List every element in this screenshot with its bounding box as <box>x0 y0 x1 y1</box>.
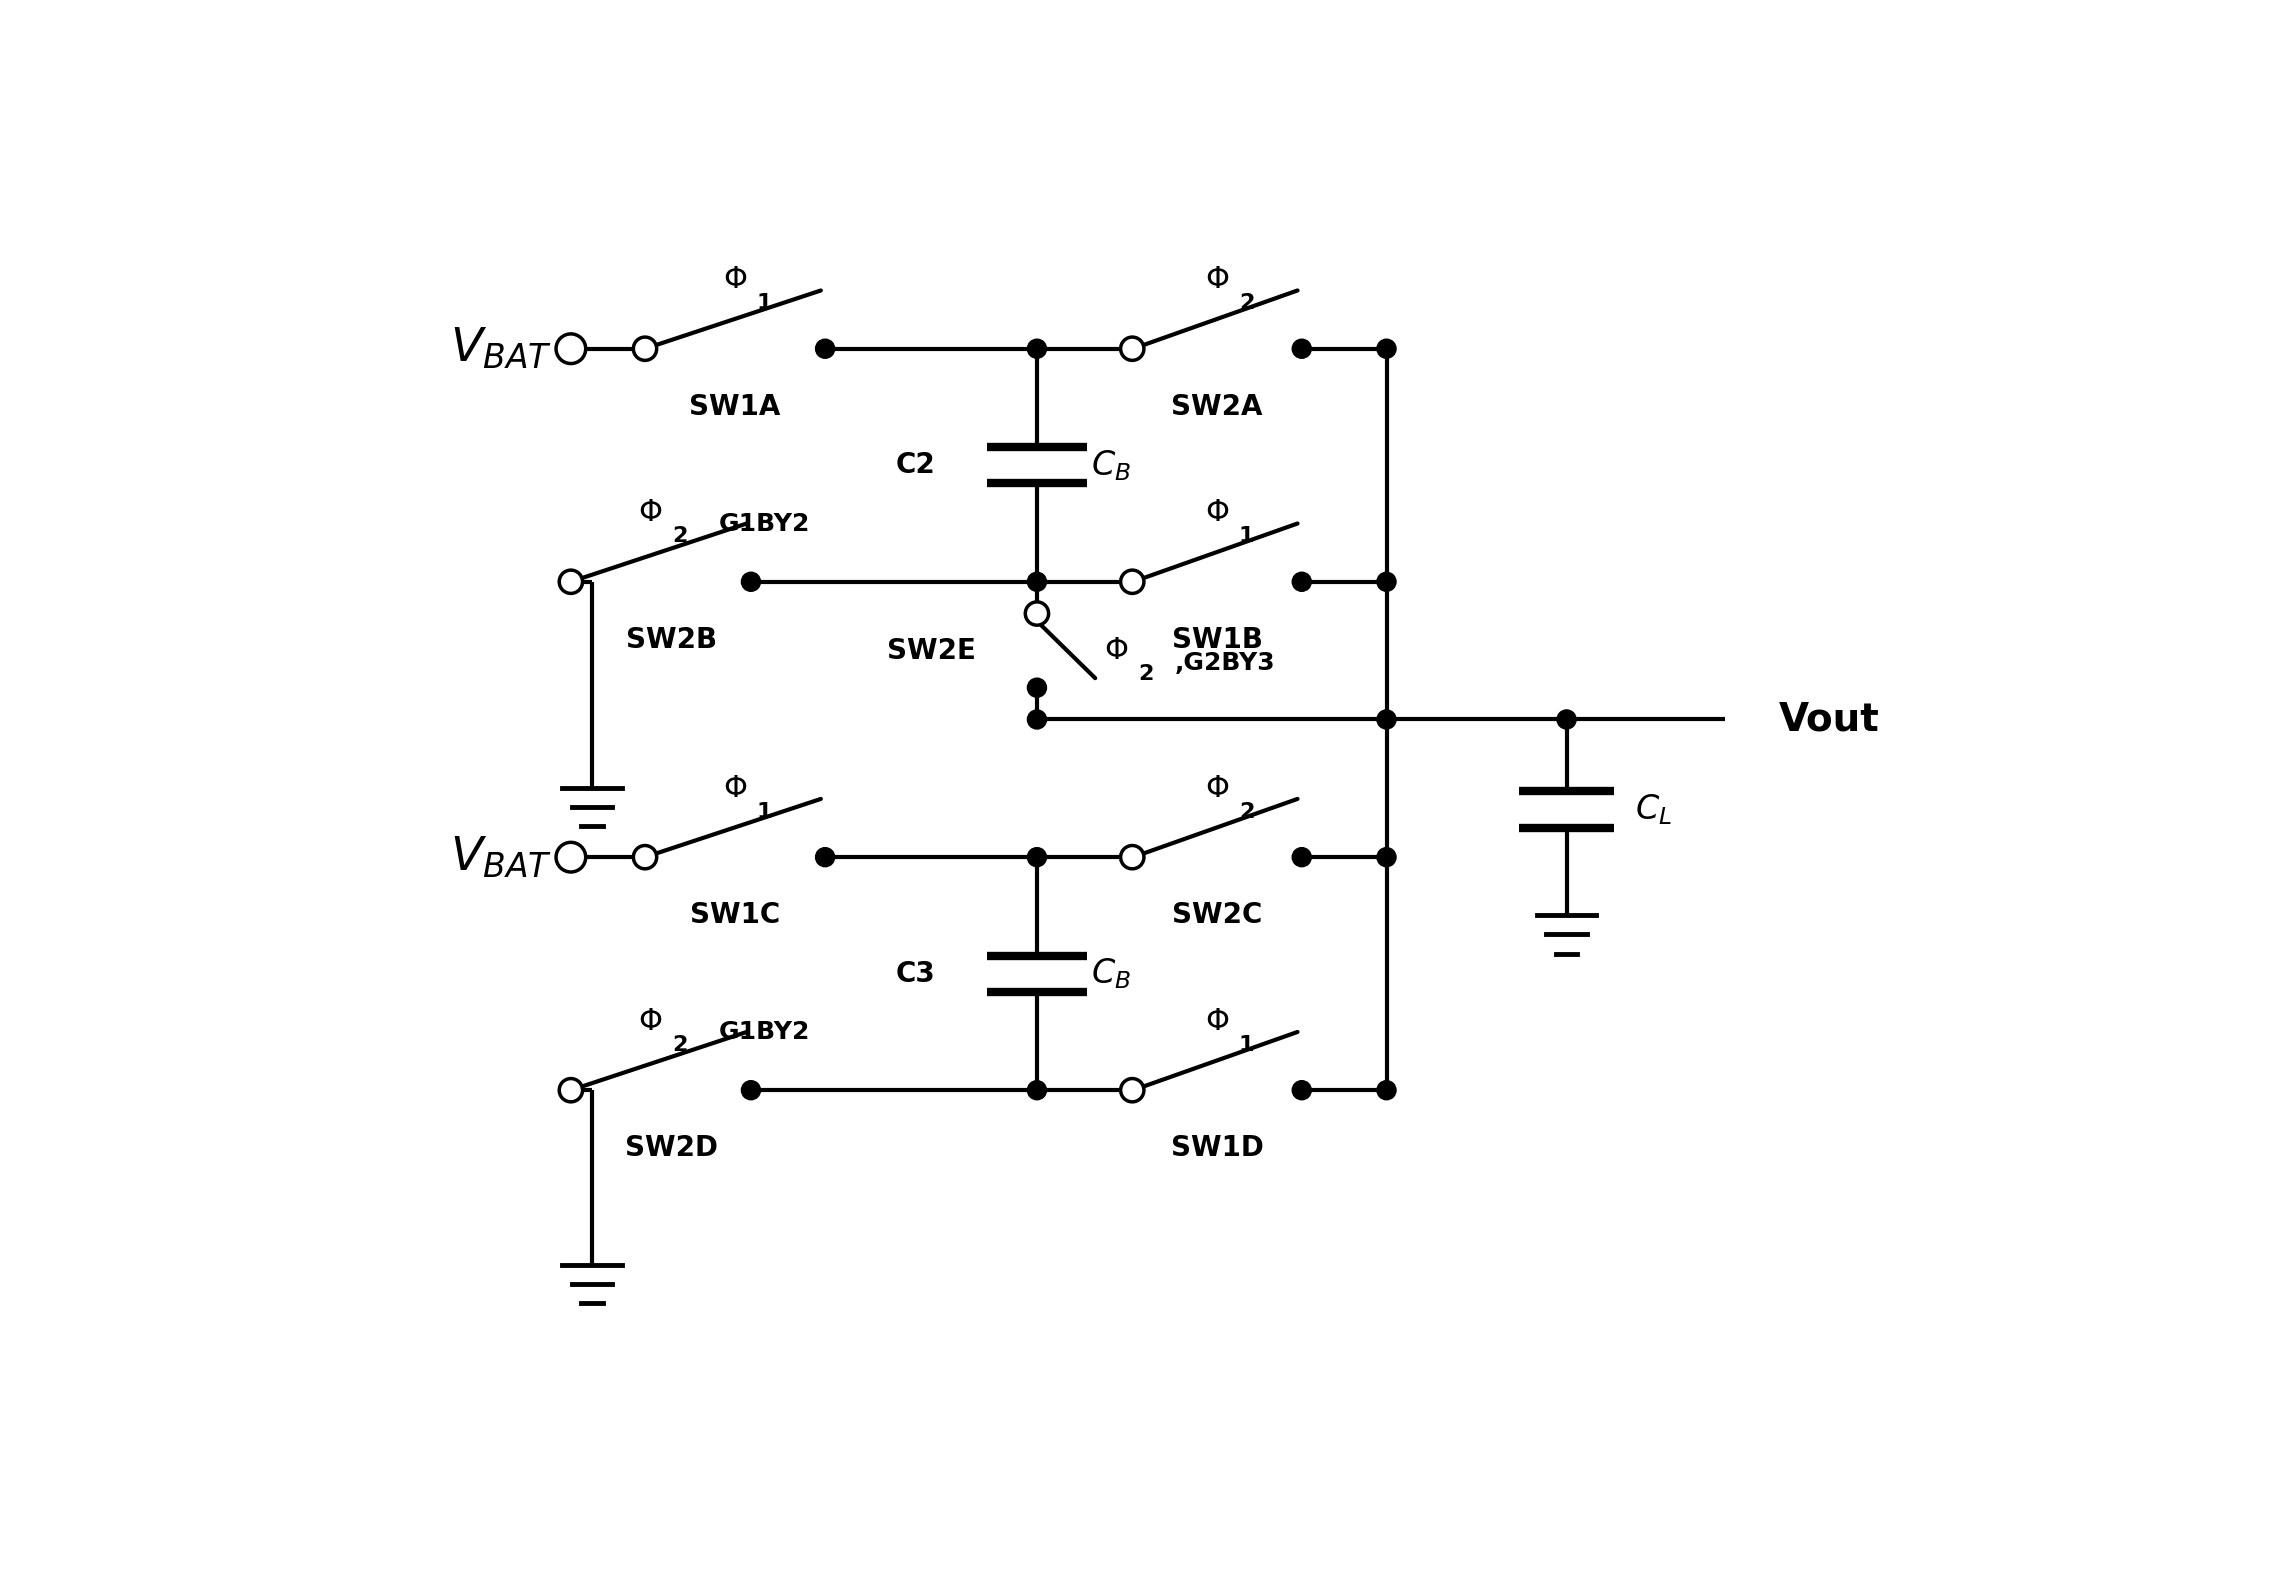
Circle shape <box>559 570 582 593</box>
Text: SW2B: SW2B <box>626 626 717 653</box>
Text: G1BY2: G1BY2 <box>720 1020 811 1044</box>
Circle shape <box>1293 1081 1311 1099</box>
Circle shape <box>1121 337 1144 361</box>
Text: SW2D: SW2D <box>626 1134 717 1163</box>
Text: 2: 2 <box>672 1035 688 1055</box>
Circle shape <box>559 1079 582 1101</box>
Circle shape <box>633 337 658 361</box>
Text: $\Phi$: $\Phi$ <box>722 774 747 804</box>
Circle shape <box>1293 848 1311 867</box>
Text: 1: 1 <box>756 293 772 313</box>
Circle shape <box>816 339 834 358</box>
Circle shape <box>1027 679 1047 698</box>
Text: SW1A: SW1A <box>690 392 782 421</box>
Text: 1: 1 <box>1240 1035 1254 1055</box>
Circle shape <box>1377 1081 1396 1099</box>
Circle shape <box>1121 845 1144 869</box>
Circle shape <box>557 842 587 872</box>
Circle shape <box>1025 601 1050 625</box>
Text: $\Phi$: $\Phi$ <box>1206 1006 1229 1036</box>
Text: $C_B$: $C_B$ <box>1091 448 1130 483</box>
Circle shape <box>1377 848 1396 867</box>
Text: SW1B: SW1B <box>1171 626 1263 653</box>
Text: G1BY2: G1BY2 <box>720 511 811 535</box>
Text: C2: C2 <box>896 451 935 479</box>
Text: Vout: Vout <box>1779 701 1879 739</box>
Circle shape <box>1027 573 1047 592</box>
Circle shape <box>1556 710 1577 729</box>
Circle shape <box>1377 710 1396 729</box>
Circle shape <box>816 848 834 867</box>
Text: 2: 2 <box>672 527 688 546</box>
Text: SW2A: SW2A <box>1171 392 1263 421</box>
Circle shape <box>1027 710 1047 729</box>
Text: $\Phi$: $\Phi$ <box>1105 634 1128 666</box>
Text: 2: 2 <box>1240 293 1254 313</box>
Circle shape <box>1293 339 1311 358</box>
Text: $V_{BAT}$: $V_{BAT}$ <box>449 326 552 372</box>
Circle shape <box>633 845 658 869</box>
Circle shape <box>1121 1079 1144 1101</box>
Text: 2: 2 <box>1139 664 1153 683</box>
Text: $\Phi$: $\Phi$ <box>1206 774 1229 804</box>
Circle shape <box>740 1081 761 1099</box>
Text: $\Phi$: $\Phi$ <box>722 264 747 296</box>
Text: SW1D: SW1D <box>1171 1134 1263 1163</box>
Text: SW2E: SW2E <box>887 636 976 664</box>
Text: SW2C: SW2C <box>1171 902 1263 930</box>
Text: $C_B$: $C_B$ <box>1091 957 1130 990</box>
Circle shape <box>1377 339 1396 358</box>
Circle shape <box>1121 570 1144 593</box>
Text: 1: 1 <box>1240 527 1254 546</box>
Text: ,G2BY3: ,G2BY3 <box>1176 652 1274 676</box>
Text: $V_{BAT}$: $V_{BAT}$ <box>449 834 552 880</box>
Circle shape <box>1293 573 1311 592</box>
Text: $\Phi$: $\Phi$ <box>637 497 662 528</box>
Text: SW1C: SW1C <box>690 902 779 930</box>
Text: $C_L$: $C_L$ <box>1636 793 1673 827</box>
Circle shape <box>1027 339 1047 358</box>
Text: 2: 2 <box>1240 802 1254 821</box>
Circle shape <box>1027 1081 1047 1099</box>
Text: 1: 1 <box>756 802 772 821</box>
Circle shape <box>1377 573 1396 592</box>
Circle shape <box>557 334 587 364</box>
Text: $\Phi$: $\Phi$ <box>1206 264 1229 296</box>
Text: C3: C3 <box>896 960 935 987</box>
Circle shape <box>1027 848 1047 867</box>
Text: $\Phi$: $\Phi$ <box>637 1006 662 1036</box>
Text: $\Phi$: $\Phi$ <box>1206 497 1229 528</box>
Circle shape <box>740 573 761 592</box>
